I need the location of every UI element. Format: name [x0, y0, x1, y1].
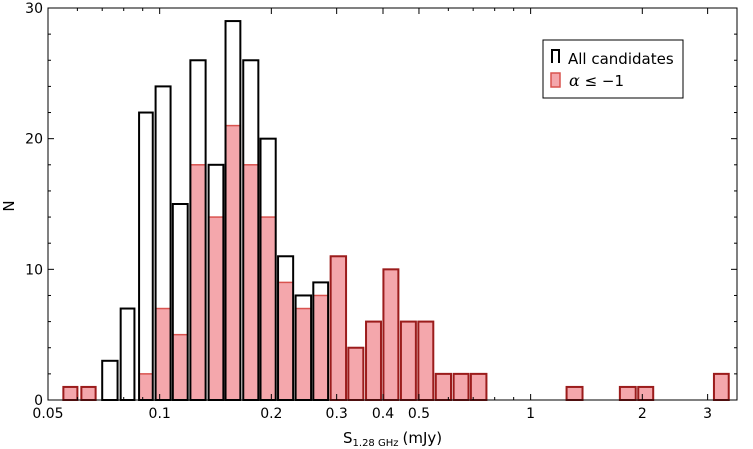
bar-steep-spectrum-3 — [154, 307, 172, 401]
legend-label-condition: ≤ −1 — [580, 72, 624, 90]
plot-frame — [47, 7, 738, 401]
bar-steep-spectrum-15 — [365, 320, 382, 401]
axes — [47, 7, 738, 401]
bar-steep-spectrum-22 — [565, 386, 584, 401]
y-tick-label-3: 30 — [25, 1, 43, 17]
x-tick-label-7: 2 — [638, 406, 647, 422]
legend: All candidates α ≤ −1 — [542, 39, 684, 99]
legend-swatch-all-candidates — [551, 49, 560, 63]
x-axis-label-subscript: 1.28 GHz — [353, 438, 399, 449]
bar-steep-spectrum-24 — [637, 386, 654, 401]
x-tick-label-6: 1 — [526, 406, 535, 422]
filled-histogram-bars — [62, 124, 730, 401]
bar-steep-spectrum-14 — [347, 346, 365, 401]
x-tick-label-2: 0.2 — [260, 406, 282, 422]
bar-steep-spectrum-5 — [189, 164, 207, 401]
bar-steep-spectrum-12 — [312, 294, 329, 401]
x-tick-label-3: 0.3 — [326, 406, 348, 422]
bar-steep-spectrum-16 — [382, 268, 400, 401]
y-axis-label: N — [0, 200, 18, 211]
bar-steep-spectrum-19 — [435, 373, 452, 401]
bar-steep-spectrum-23 — [619, 386, 637, 401]
bar-steep-spectrum-1 — [80, 386, 97, 401]
bar-steep-spectrum-11 — [294, 307, 312, 401]
y-tick-label-0: 0 — [34, 393, 43, 409]
legend-swatch-steep-spectrum — [550, 72, 561, 88]
bar-steep-spectrum-10 — [277, 281, 294, 401]
bar-steep-spectrum-0 — [62, 386, 79, 401]
bar-all-candidates-3 — [119, 307, 136, 401]
x-axis-label: S1.28 GHz (mJy) — [343, 429, 442, 449]
bar-steep-spectrum-21 — [470, 373, 488, 401]
x-tick-label-8: 3 — [703, 406, 712, 422]
y-tick-label-2: 20 — [25, 132, 43, 148]
bar-steep-spectrum-4 — [172, 333, 189, 401]
tick-marks — [47, 7, 737, 401]
bar-all-candidates-4 — [138, 111, 154, 402]
x-axis-label-unit: (mJy) — [403, 429, 443, 447]
legend-box — [542, 39, 684, 99]
bar-steep-spectrum-8 — [242, 164, 260, 401]
bar-steep-spectrum-2 — [138, 373, 154, 401]
bar-steep-spectrum-9 — [259, 216, 277, 401]
bar-steep-spectrum-6 — [207, 216, 225, 401]
bar-steep-spectrum-20 — [452, 373, 470, 401]
legend-label-steep-spectrum: α ≤ −1 — [569, 71, 624, 90]
bar-steep-spectrum-25 — [713, 373, 730, 401]
bar-all-candidates-2 — [101, 359, 119, 401]
legend-label-alpha: α — [569, 71, 580, 90]
x-tick-label-0: 0.05 — [32, 406, 63, 422]
bar-steep-spectrum-13 — [329, 255, 347, 401]
bar-steep-spectrum-18 — [417, 320, 435, 401]
bar-steep-spectrum-7 — [224, 124, 242, 401]
x-axis-label-main: S — [343, 429, 353, 447]
x-tick-label-1: 0.1 — [149, 406, 171, 422]
legend-label-all-candidates: All candidates — [568, 50, 674, 68]
bar-steep-spectrum-17 — [400, 320, 417, 401]
y-tick-label-1: 10 — [25, 262, 43, 278]
x-tick-label-5: 0.5 — [408, 406, 430, 422]
x-tick-label-4: 0.4 — [372, 406, 394, 422]
